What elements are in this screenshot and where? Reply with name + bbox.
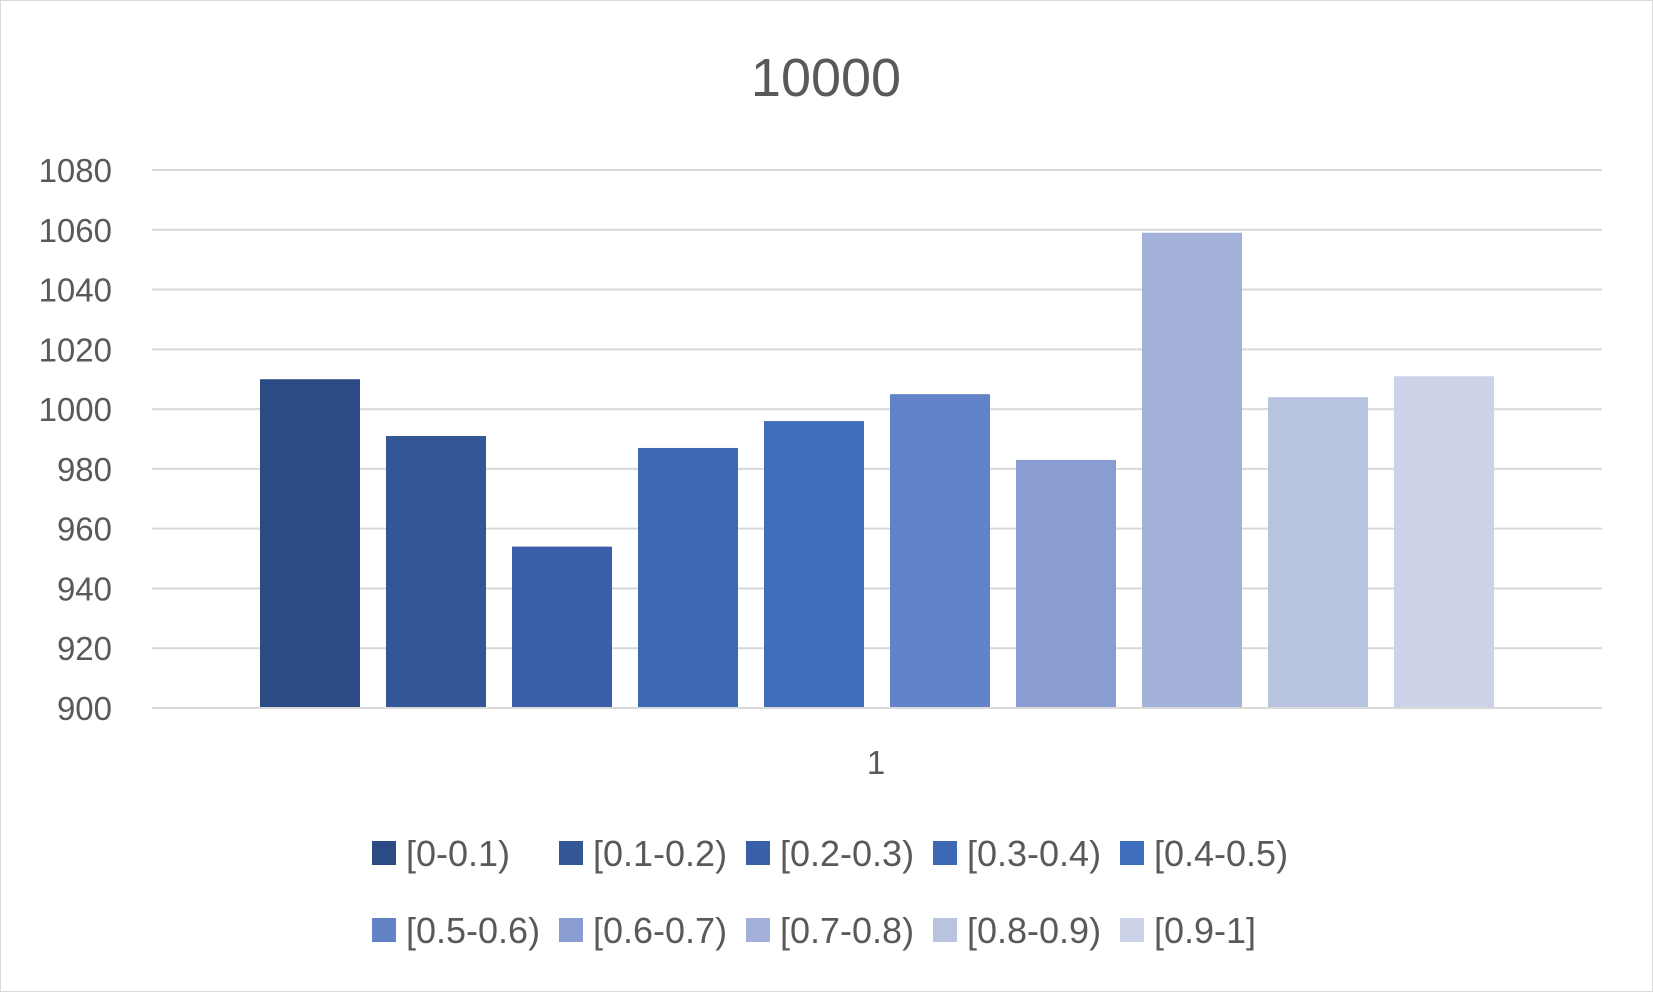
legend-item: [0.5-0.6) [372, 910, 540, 951]
legend-item: [0.8-0.9) [933, 910, 1101, 951]
legend-label: [0.8-0.9) [967, 910, 1101, 951]
legend-label: [0.2-0.3) [780, 833, 914, 874]
legend-item: [0.1-0.2) [559, 833, 727, 874]
legend-swatch [933, 918, 957, 942]
bar-5 [764, 421, 864, 708]
bar-3 [512, 546, 612, 708]
legend-item: [0.7-0.8) [746, 910, 914, 951]
legend: [0-0.1) [0.1-0.2) [0.2-0.3) [0.3-0.4) [0.4-0… [372, 833, 1288, 951]
legend-item: [0.6-0.7) [559, 910, 727, 951]
legend-item: [0-0.1) [372, 833, 510, 874]
bars [260, 232, 1494, 708]
legend-label: [0.5-0.6) [406, 910, 540, 951]
y-tick-label: 980 [57, 451, 112, 488]
gridlines [152, 169, 1602, 650]
legend-label: [0.4-0.5) [1154, 833, 1288, 874]
legend-label: [0.1-0.2) [593, 833, 727, 874]
legend-swatch [746, 918, 770, 942]
legend-swatch [559, 841, 583, 865]
legend-swatch [559, 918, 583, 942]
legend-swatch [1120, 841, 1144, 865]
legend-item: [0.9-1] [1120, 910, 1256, 951]
bar-6 [890, 394, 990, 708]
legend-swatch [372, 918, 396, 942]
legend-swatch [746, 841, 770, 865]
legend-label: [0.3-0.4) [967, 833, 1101, 874]
bar-7 [1016, 459, 1116, 708]
y-tick-label: 900 [57, 690, 112, 727]
x-tick-label: 1 [867, 744, 885, 781]
legend-item: [0.3-0.4) [933, 833, 1101, 874]
y-tick-label: 1000 [39, 391, 112, 428]
legend-label: [0.9-1] [1154, 910, 1256, 951]
legend-item: [0.4-0.5) [1120, 833, 1288, 874]
legend-swatch [933, 841, 957, 865]
y-tick-label: 1060 [39, 212, 112, 249]
legend-swatch [372, 841, 396, 865]
legend-label: [0-0.1) [406, 833, 510, 874]
bar-10 [1394, 376, 1494, 708]
bar-4 [638, 447, 738, 708]
y-tick-label: 920 [57, 630, 112, 667]
bar-9 [1268, 397, 1368, 708]
chart-title: 10000 [751, 48, 901, 108]
bar-2 [386, 436, 486, 708]
bar-1 [260, 379, 360, 708]
y-tick-label: 1020 [39, 331, 112, 368]
y-tick-label: 1040 [39, 272, 112, 309]
bar-8 [1142, 232, 1242, 708]
y-tick-label: 1080 [39, 152, 112, 189]
legend-item: [0.2-0.3) [746, 833, 914, 874]
legend-swatch [1120, 918, 1144, 942]
y-axis-tick-labels: 900 920 940 960 980 1000 1020 1040 1060 1080 [39, 152, 112, 727]
legend-label: [0.7-0.8) [780, 910, 914, 951]
legend-label: [0.6-0.7) [593, 910, 727, 951]
y-tick-label: 960 [57, 511, 112, 548]
y-tick-label: 940 [57, 570, 112, 607]
